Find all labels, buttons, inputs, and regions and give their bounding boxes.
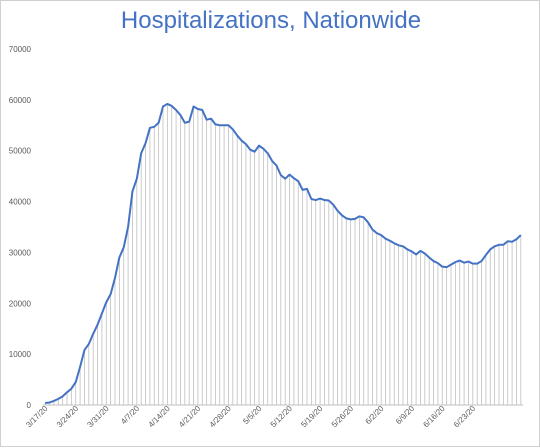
y-tick-label: 40000 xyxy=(9,198,32,207)
x-tick-label: 4/7/20 xyxy=(119,404,141,426)
series-line xyxy=(45,102,522,404)
x-tick-label: 6/9/20 xyxy=(394,404,416,426)
y-tick-label: 60000 xyxy=(9,96,32,105)
x-tick-label: 4/28/20 xyxy=(208,404,234,430)
y-tick-label: 30000 xyxy=(9,248,32,257)
x-tick-label: 5/5/20 xyxy=(241,404,263,426)
x-tick-label: 4/14/20 xyxy=(147,404,173,430)
x-axis-ticks: 3/17/20 3/24/20 3/31/20 4/7/20 4/14/20 4/21/2… xyxy=(24,404,477,430)
x-tick-label: 3/31/20 xyxy=(85,404,111,430)
y-tick-label: 50000 xyxy=(9,147,32,156)
x-tick-label: 6/2/20 xyxy=(363,404,385,426)
x-tick-label: 6/16/20 xyxy=(421,404,447,430)
x-tick-label: 5/12/20 xyxy=(269,404,295,430)
y-tick-label: 0 xyxy=(27,401,32,410)
x-tick-label: 6/23/20 xyxy=(452,404,478,430)
chart-title: Hospitalizations, Nationwide xyxy=(120,7,422,34)
drop-lines xyxy=(44,103,522,405)
x-tick-label: 5/26/20 xyxy=(330,404,356,430)
x-tick-label: 3/24/20 xyxy=(55,404,81,430)
y-tick-label: 70000 xyxy=(9,45,32,54)
y-tick-label: 10000 xyxy=(9,350,32,359)
x-tick-label: 4/21/20 xyxy=(177,404,203,430)
y-tick-label: 20000 xyxy=(9,299,32,308)
x-tick-label: 5/19/20 xyxy=(299,404,325,430)
y-axis-ticks: 0 10000 20000 30000 40000 50000 60000 70000 xyxy=(9,45,32,410)
